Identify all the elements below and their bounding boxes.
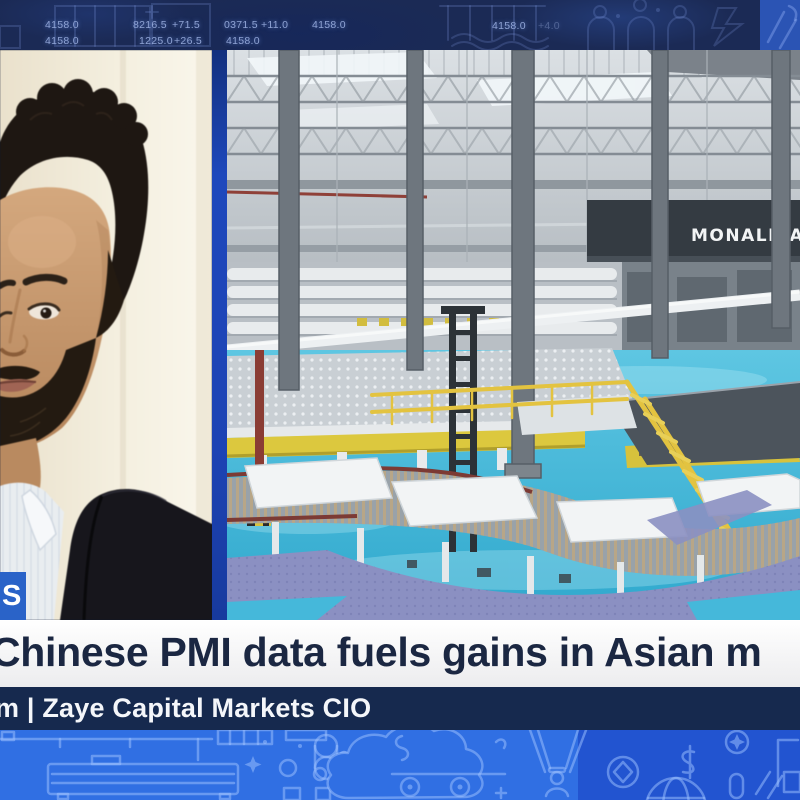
guest-video-panel [0,50,212,620]
shirt-collar [21,489,57,552]
container-crane-icon [54,5,151,47]
globe-icon [645,776,707,800]
white-tiles [244,457,800,543]
guest-neck [0,438,41,494]
sparkle-icon [145,5,159,19]
diamond-coin-icon [606,755,640,789]
guest-nose [0,288,29,357]
cyan-floor-corner [227,596,347,620]
red-pipe [227,190,428,199]
dark-roof-corner [647,50,800,80]
purple-floor-mat [227,490,800,620]
cyan-floor-corner [687,590,800,620]
sparkle-icon [244,756,262,773]
ticker-value: 4158.0 [312,19,346,31]
ticker-change: +11.0 [261,19,289,31]
factory-scene: MONALISA [227,50,800,620]
bridge-bars-icon [439,5,546,41]
ticker-doodle-pattern [0,0,800,50]
corner-doodles [766,4,798,50]
headline-text: Chinese PMI data fuels gains in Asian m [0,629,762,675]
guest-mustache [0,365,40,380]
ticker-value: 0371.5 [224,19,258,31]
dollar-icon [681,744,696,780]
steel-columns [278,50,791,479]
guest-person [0,50,212,620]
machine-hood [607,382,800,465]
ticker-value: 4158.0 [492,20,526,32]
ticker-value: 4158.0 [226,35,260,47]
factory-video-panel: MONALISA [227,50,800,620]
ticker-value: 1225.0 [139,35,173,47]
lip-line [0,380,37,384]
tile-conveyor [227,457,800,598]
bracket-panel-icon [754,738,800,800]
speaker-bar: m | Zaye Capital Markets CIO [0,687,800,730]
container-icon [151,3,211,47]
guest-hair [0,79,149,300]
speaker-text: m | Zaye Capital Markets CIO [0,693,372,723]
ticker-value: 8216.5 [133,19,167,31]
lightning-icon [710,7,745,47]
conveyor-legs [272,522,704,598]
truck-wheels-icon [390,734,508,800]
forehead-highlight [8,216,76,268]
factory-roof-icon [216,730,328,746]
guest-blazer [60,488,212,620]
container-icon [46,754,240,800]
box-icon [0,25,21,49]
guest-eye [0,302,61,320]
ticker-corner-patch [760,0,800,50]
wave-lines-icon [451,33,549,50]
channel-badge: S [0,572,26,620]
ticker-change: +26.5 [174,35,203,47]
star-coin-icon [724,730,750,755]
ticker-change: +71.5 [172,19,201,31]
headline-bar: Chinese PMI data fuels gains in Asian m [0,620,800,687]
capsule-icon [728,772,745,800]
wall-edge-shade [196,50,212,620]
market-ticker: 4158.0 8216.5 +71.5 0371.5 +11.0 4158.0 … [0,0,800,50]
guest-beard [0,250,124,450]
guest-eyebrows [0,273,68,289]
ticker-value: 4158.0 [45,35,79,47]
doodle-band-art [0,730,800,800]
bottom-doodle-band [0,730,800,800]
funnel-worker-icon [528,730,588,798]
freight-line-icon [0,730,214,762]
ticker-value: 4158.0 [45,19,79,31]
wall-shadow [120,50,126,620]
video-separator-bar [212,50,227,620]
people-arch-icons [587,0,695,50]
yellow-beam [227,428,585,458]
ticker-change: +4.0 [538,20,560,32]
